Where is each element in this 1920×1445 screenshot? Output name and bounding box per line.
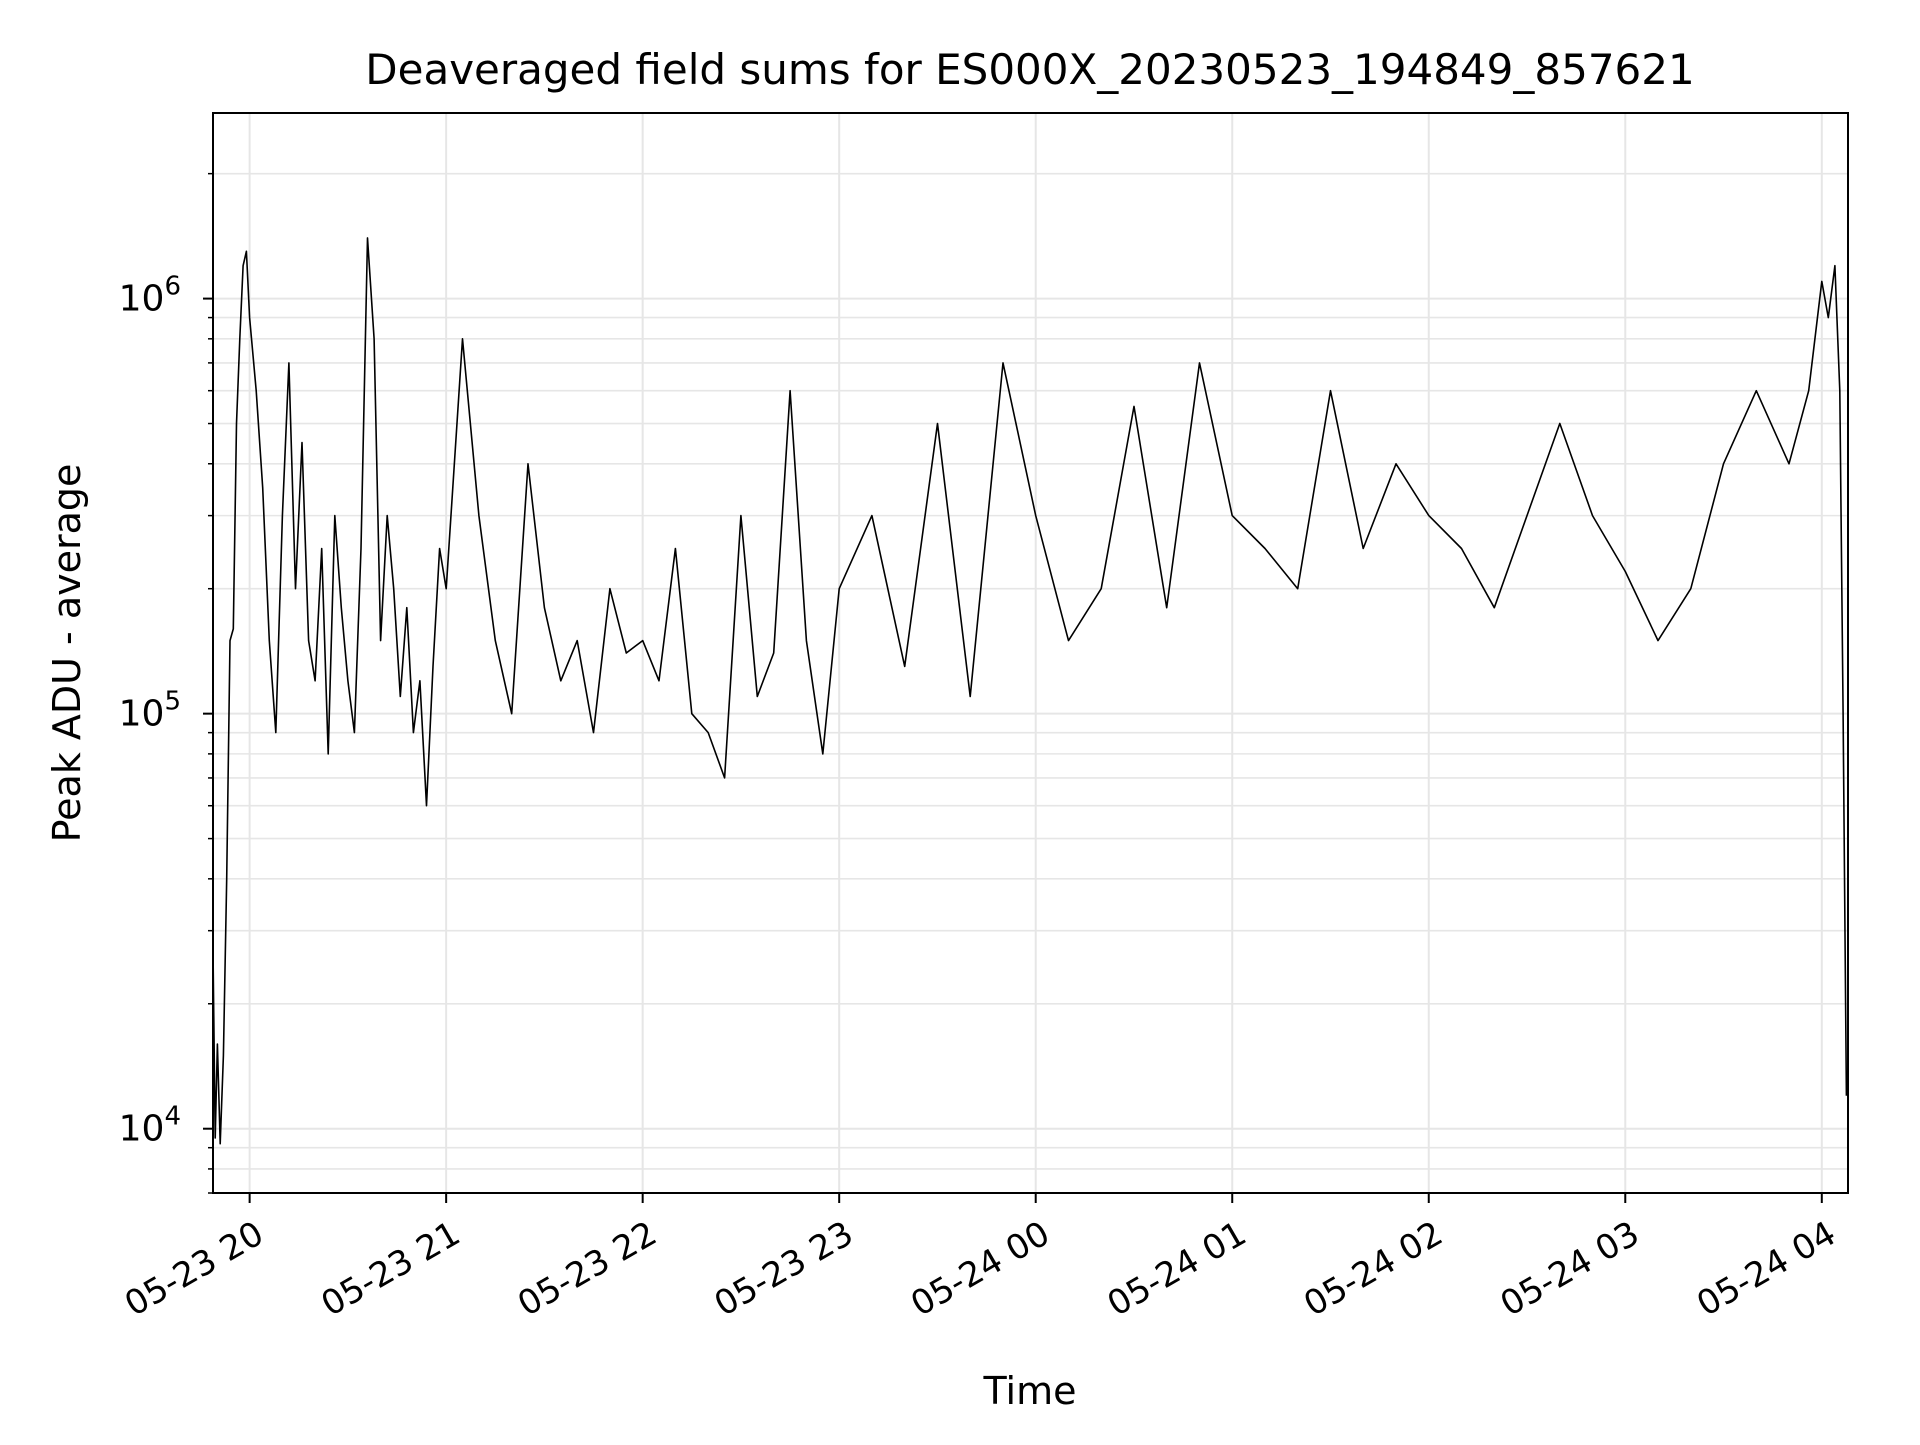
y-tick-label: 104 <box>119 1102 181 1150</box>
y-axis-ticks: 104 105 106 <box>119 172 213 1194</box>
x-axis-label: Time <box>983 1369 1077 1413</box>
gridlines <box>213 113 1848 1194</box>
series-line <box>212 237 1848 1145</box>
plot-area-frame <box>212 112 1849 1194</box>
chart-title: Deaveraged field sums for ES000X_2023052… <box>365 45 1694 94</box>
y-tick-label: 106 <box>119 272 181 320</box>
series-layer <box>212 237 1848 1145</box>
y-axis-label: Peak ADU - average <box>45 464 89 843</box>
y-tick-label: 105 <box>119 687 181 735</box>
